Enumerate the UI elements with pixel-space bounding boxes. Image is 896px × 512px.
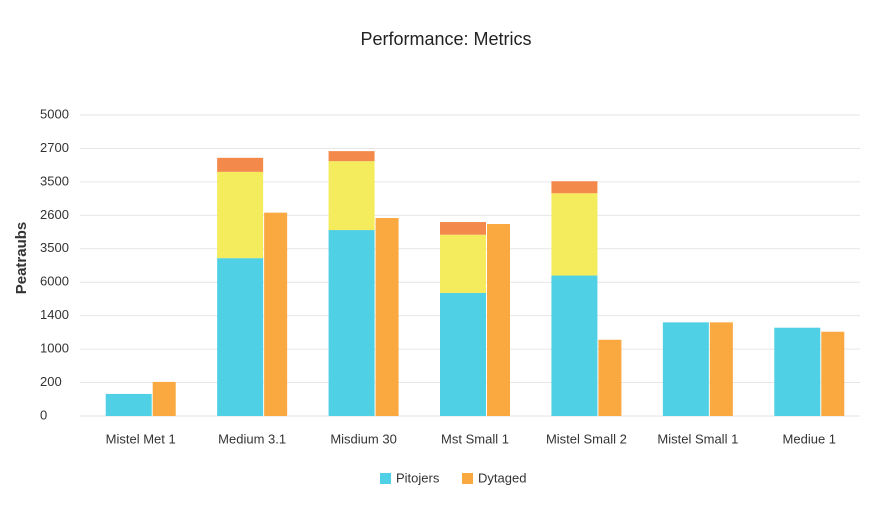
x-tick-label: Misdium 30 (330, 431, 396, 446)
bar-segment (264, 212, 288, 416)
x-tick-label: Mistel Small 2 (546, 431, 627, 446)
legend-swatch (462, 473, 473, 484)
bar-segment (105, 393, 152, 416)
y-tick-label: 1400 (40, 307, 69, 322)
bar-segment (217, 171, 264, 259)
y-axis-label: Peatraubs (13, 222, 30, 295)
legend-swatch (380, 473, 391, 484)
bar-segment (328, 230, 375, 416)
legend-label: Dytaged (478, 470, 526, 485)
bar-segment (598, 339, 622, 416)
bar-segment (551, 193, 598, 276)
chart-title: Performance: Metrics (360, 29, 531, 49)
bar-segment (709, 322, 733, 416)
y-tick-label: 3500 (40, 240, 69, 255)
bar-segment (217, 258, 264, 416)
x-tick-label: Mediue 1 (783, 431, 836, 446)
bar-segment (662, 322, 709, 416)
legend-label: Pitojers (396, 470, 440, 485)
bar-segment (328, 151, 375, 162)
x-tick-label: Medium 3.1 (218, 431, 286, 446)
bar-segment (440, 234, 486, 293)
bar-segment (774, 327, 821, 416)
bar-segment (217, 157, 264, 172)
bar-segment (440, 222, 486, 235)
bar-segment (375, 218, 399, 416)
bar-segment (551, 181, 598, 194)
bar-segment (487, 224, 510, 416)
y-tick-label: 0 (40, 407, 47, 422)
y-tick-label: 2600 (40, 207, 69, 222)
y-tick-label: 2700 (40, 140, 69, 155)
y-tick-label: 3500 (40, 173, 69, 188)
bar-segment (440, 292, 486, 416)
y-tick-label: 200 (40, 374, 62, 389)
y-tick-label: 1000 (40, 341, 69, 356)
bar-segment (551, 275, 598, 416)
y-tick-label: 5000 (40, 106, 69, 121)
y-tick-label: 6000 (40, 274, 69, 289)
x-tick-label: Mistel Met 1 (106, 431, 176, 446)
bar-segment (821, 331, 845, 416)
bar-segment (152, 381, 176, 416)
bar-segment (328, 161, 375, 231)
x-tick-label: Mst Small 1 (441, 431, 509, 446)
x-tick-label: Mistel Small 1 (657, 431, 738, 446)
